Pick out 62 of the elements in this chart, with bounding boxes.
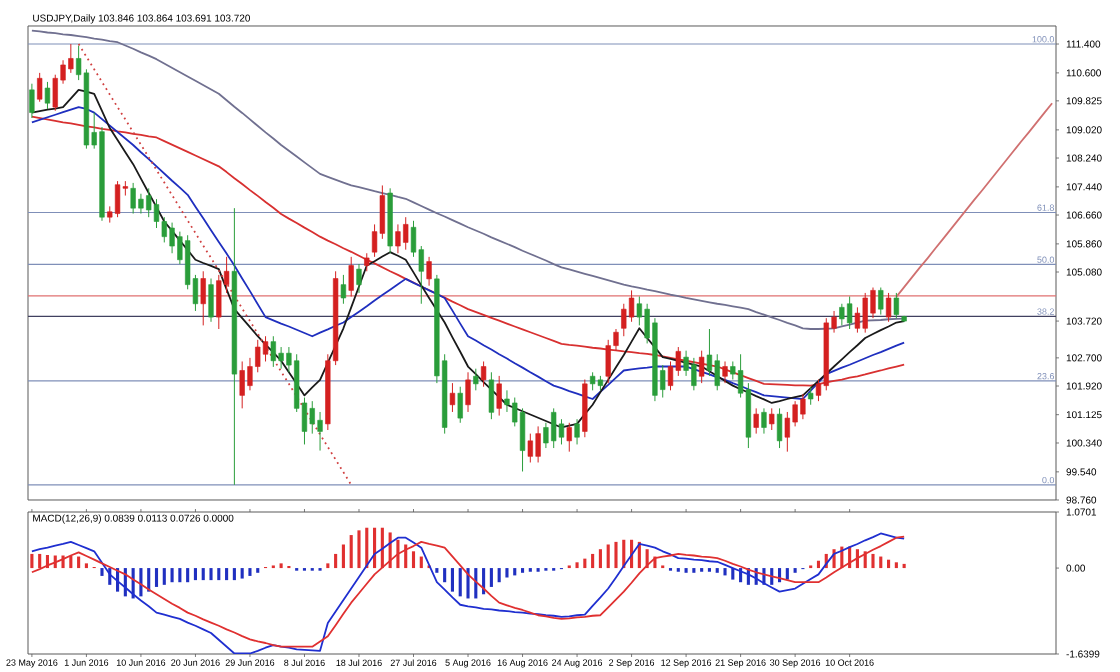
candlestick	[364, 252, 370, 272]
candlestick	[465, 371, 471, 413]
candlestick	[535, 425, 541, 463]
candlestick	[589, 371, 596, 391]
candlestick	[769, 407, 775, 431]
candlestick	[800, 393, 806, 420]
candlestick	[130, 182, 136, 215]
candlestick	[784, 411, 790, 453]
candlestick	[449, 382, 456, 413]
candlestick	[776, 407, 783, 449]
candlestick	[37, 72, 43, 103]
candlestick	[457, 386, 463, 424]
candlestick	[558, 418, 565, 445]
candlestick	[138, 193, 144, 215]
candlestick	[114, 180, 121, 218]
candlestick	[403, 216, 409, 251]
candlestick	[496, 375, 502, 417]
candlestick	[893, 292, 899, 319]
candlestick	[714, 353, 720, 391]
candlestick	[340, 274, 347, 305]
candlestick	[348, 256, 354, 298]
candlestick	[839, 303, 845, 326]
candlestick	[278, 346, 284, 370]
candlestick	[761, 407, 767, 435]
candlestick	[699, 350, 705, 384]
candlestick	[605, 339, 611, 384]
candlestick	[169, 222, 175, 254]
candlestick	[862, 292, 868, 334]
candlestick	[270, 335, 276, 368]
candlestick	[566, 422, 572, 453]
candlestick	[488, 371, 495, 420]
candlestick	[216, 274, 222, 330]
candlestick	[480, 360, 487, 388]
candlestick	[200, 270, 206, 326]
candlestick	[29, 83, 35, 119]
candlestick	[208, 278, 214, 323]
candlestick	[356, 263, 362, 294]
candlestick	[68, 43, 74, 74]
candlestick	[426, 256, 432, 287]
candlestick	[691, 357, 697, 391]
candlestick	[628, 289, 635, 323]
candlestick	[309, 400, 315, 435]
candlestick	[395, 223, 401, 254]
candlestick	[153, 198, 160, 229]
candlestick	[527, 433, 533, 463]
candlestick	[582, 379, 588, 438]
candlestick	[473, 368, 479, 391]
candlestick	[753, 407, 759, 435]
candlestick	[551, 407, 557, 449]
candlestick	[808, 386, 814, 406]
candlestick	[621, 303, 627, 337]
candlestick	[239, 360, 245, 409]
candlestick	[44, 81, 51, 110]
candlestick	[878, 287, 884, 316]
candlestick	[722, 360, 728, 384]
candlestick	[846, 296, 853, 330]
candlestick	[317, 411, 323, 452]
candlestick	[146, 187, 152, 218]
candlestick	[262, 335, 269, 362]
candlestick	[574, 418, 580, 445]
candlestick	[885, 292, 892, 323]
candlestick	[519, 407, 526, 472]
